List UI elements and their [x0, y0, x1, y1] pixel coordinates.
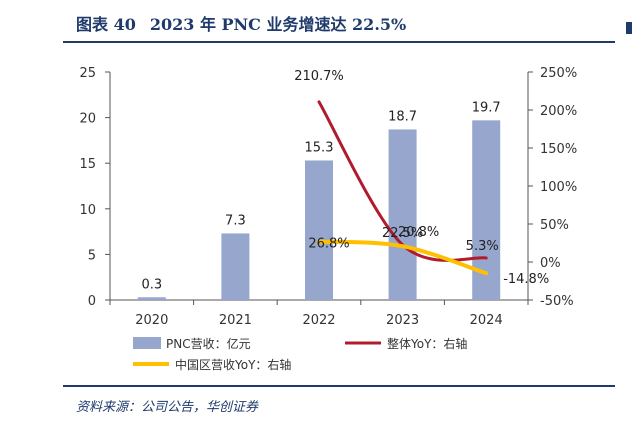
line-label-total-yoy-2024: 5.3% — [466, 239, 499, 254]
y-right-tick-label: 100% — [540, 180, 577, 195]
x-tick-label: 2020 — [135, 313, 168, 328]
line-label-china-yoy-2024: -14.8% — [503, 272, 549, 287]
line-label-total-yoy-2023: 22.5% — [382, 226, 423, 241]
x-tick-label: 2022 — [302, 313, 335, 328]
y-left-tick-label: 20 — [79, 112, 96, 127]
x-tick-label: 2021 — [219, 313, 252, 328]
bar-2021 — [221, 233, 250, 300]
line-label-china-yoy-2022: 26.8% — [308, 237, 349, 252]
bar-label-2023: 18.7 — [388, 109, 417, 124]
y-left-tick-label: 15 — [79, 157, 96, 172]
next-figure-edge — [626, 22, 632, 34]
axes: 0 5 10 15 20 25 -50% 0% 50% 100% 150% 200% 250% 2020 2… — [79, 66, 577, 328]
y-left-tick-label: 5 — [88, 248, 96, 263]
legend-label-bar: PNC营收：亿元 — [166, 336, 251, 351]
y-left-tick-label: 25 — [79, 66, 96, 81]
legend-label-china-yoy: 中国区营收YoY：右轴 — [175, 357, 291, 372]
bar-2020 — [137, 297, 166, 300]
bar-2022 — [305, 160, 333, 300]
x-tick-label: 2024 — [470, 313, 503, 328]
bar-label-2021: 7.3 — [225, 213, 246, 228]
y-left-tick-label: 10 — [79, 203, 96, 218]
bar-label-2020: 0.3 — [141, 277, 162, 292]
bar-2023 — [388, 129, 417, 300]
y-right-tick-label: 200% — [540, 104, 577, 119]
bars — [137, 120, 501, 300]
figure-title: 2023 年 PNC 业务增速达 22.5% — [149, 15, 407, 34]
line-china-yoy — [317, 239, 489, 276]
line-total-yoy — [317, 100, 488, 262]
y-right-tick-label: -50% — [540, 294, 574, 309]
bar-label-2022: 15.3 — [305, 140, 334, 155]
y-left-tick-label: 0 — [88, 294, 96, 309]
line-label-china-yoy-2023: 20.8% — [398, 225, 439, 240]
figure-number: 图表 40 — [76, 15, 136, 34]
chart-title: 图表 40 2023 年 PNC 业务增速达 22.5% — [76, 8, 616, 38]
source-divider — [63, 385, 615, 387]
data-labels: 0.3 7.3 15.3 18.7 19.7 210.7% 22.5% 5.3% 26.8% 20… — [141, 69, 549, 292]
legend-swatch-bar — [133, 337, 161, 349]
y-right-tick-label: 250% — [540, 66, 577, 81]
legend-label-total-yoy: 整体YoY：右轴 — [387, 336, 467, 351]
series-lines — [317, 100, 489, 276]
line-label-total-yoy-2022: 210.7% — [294, 69, 344, 84]
title-divider — [63, 41, 615, 43]
y-right-tick-label: 0% — [540, 256, 561, 271]
bar-label-2024: 19.7 — [472, 100, 501, 115]
y-right-tick-label: 50% — [540, 218, 569, 233]
source-note: 资料来源：公司公告，华创证券 — [76, 400, 259, 415]
x-tick-label: 2023 — [386, 313, 419, 328]
y-right-tick-label: 150% — [540, 142, 577, 157]
